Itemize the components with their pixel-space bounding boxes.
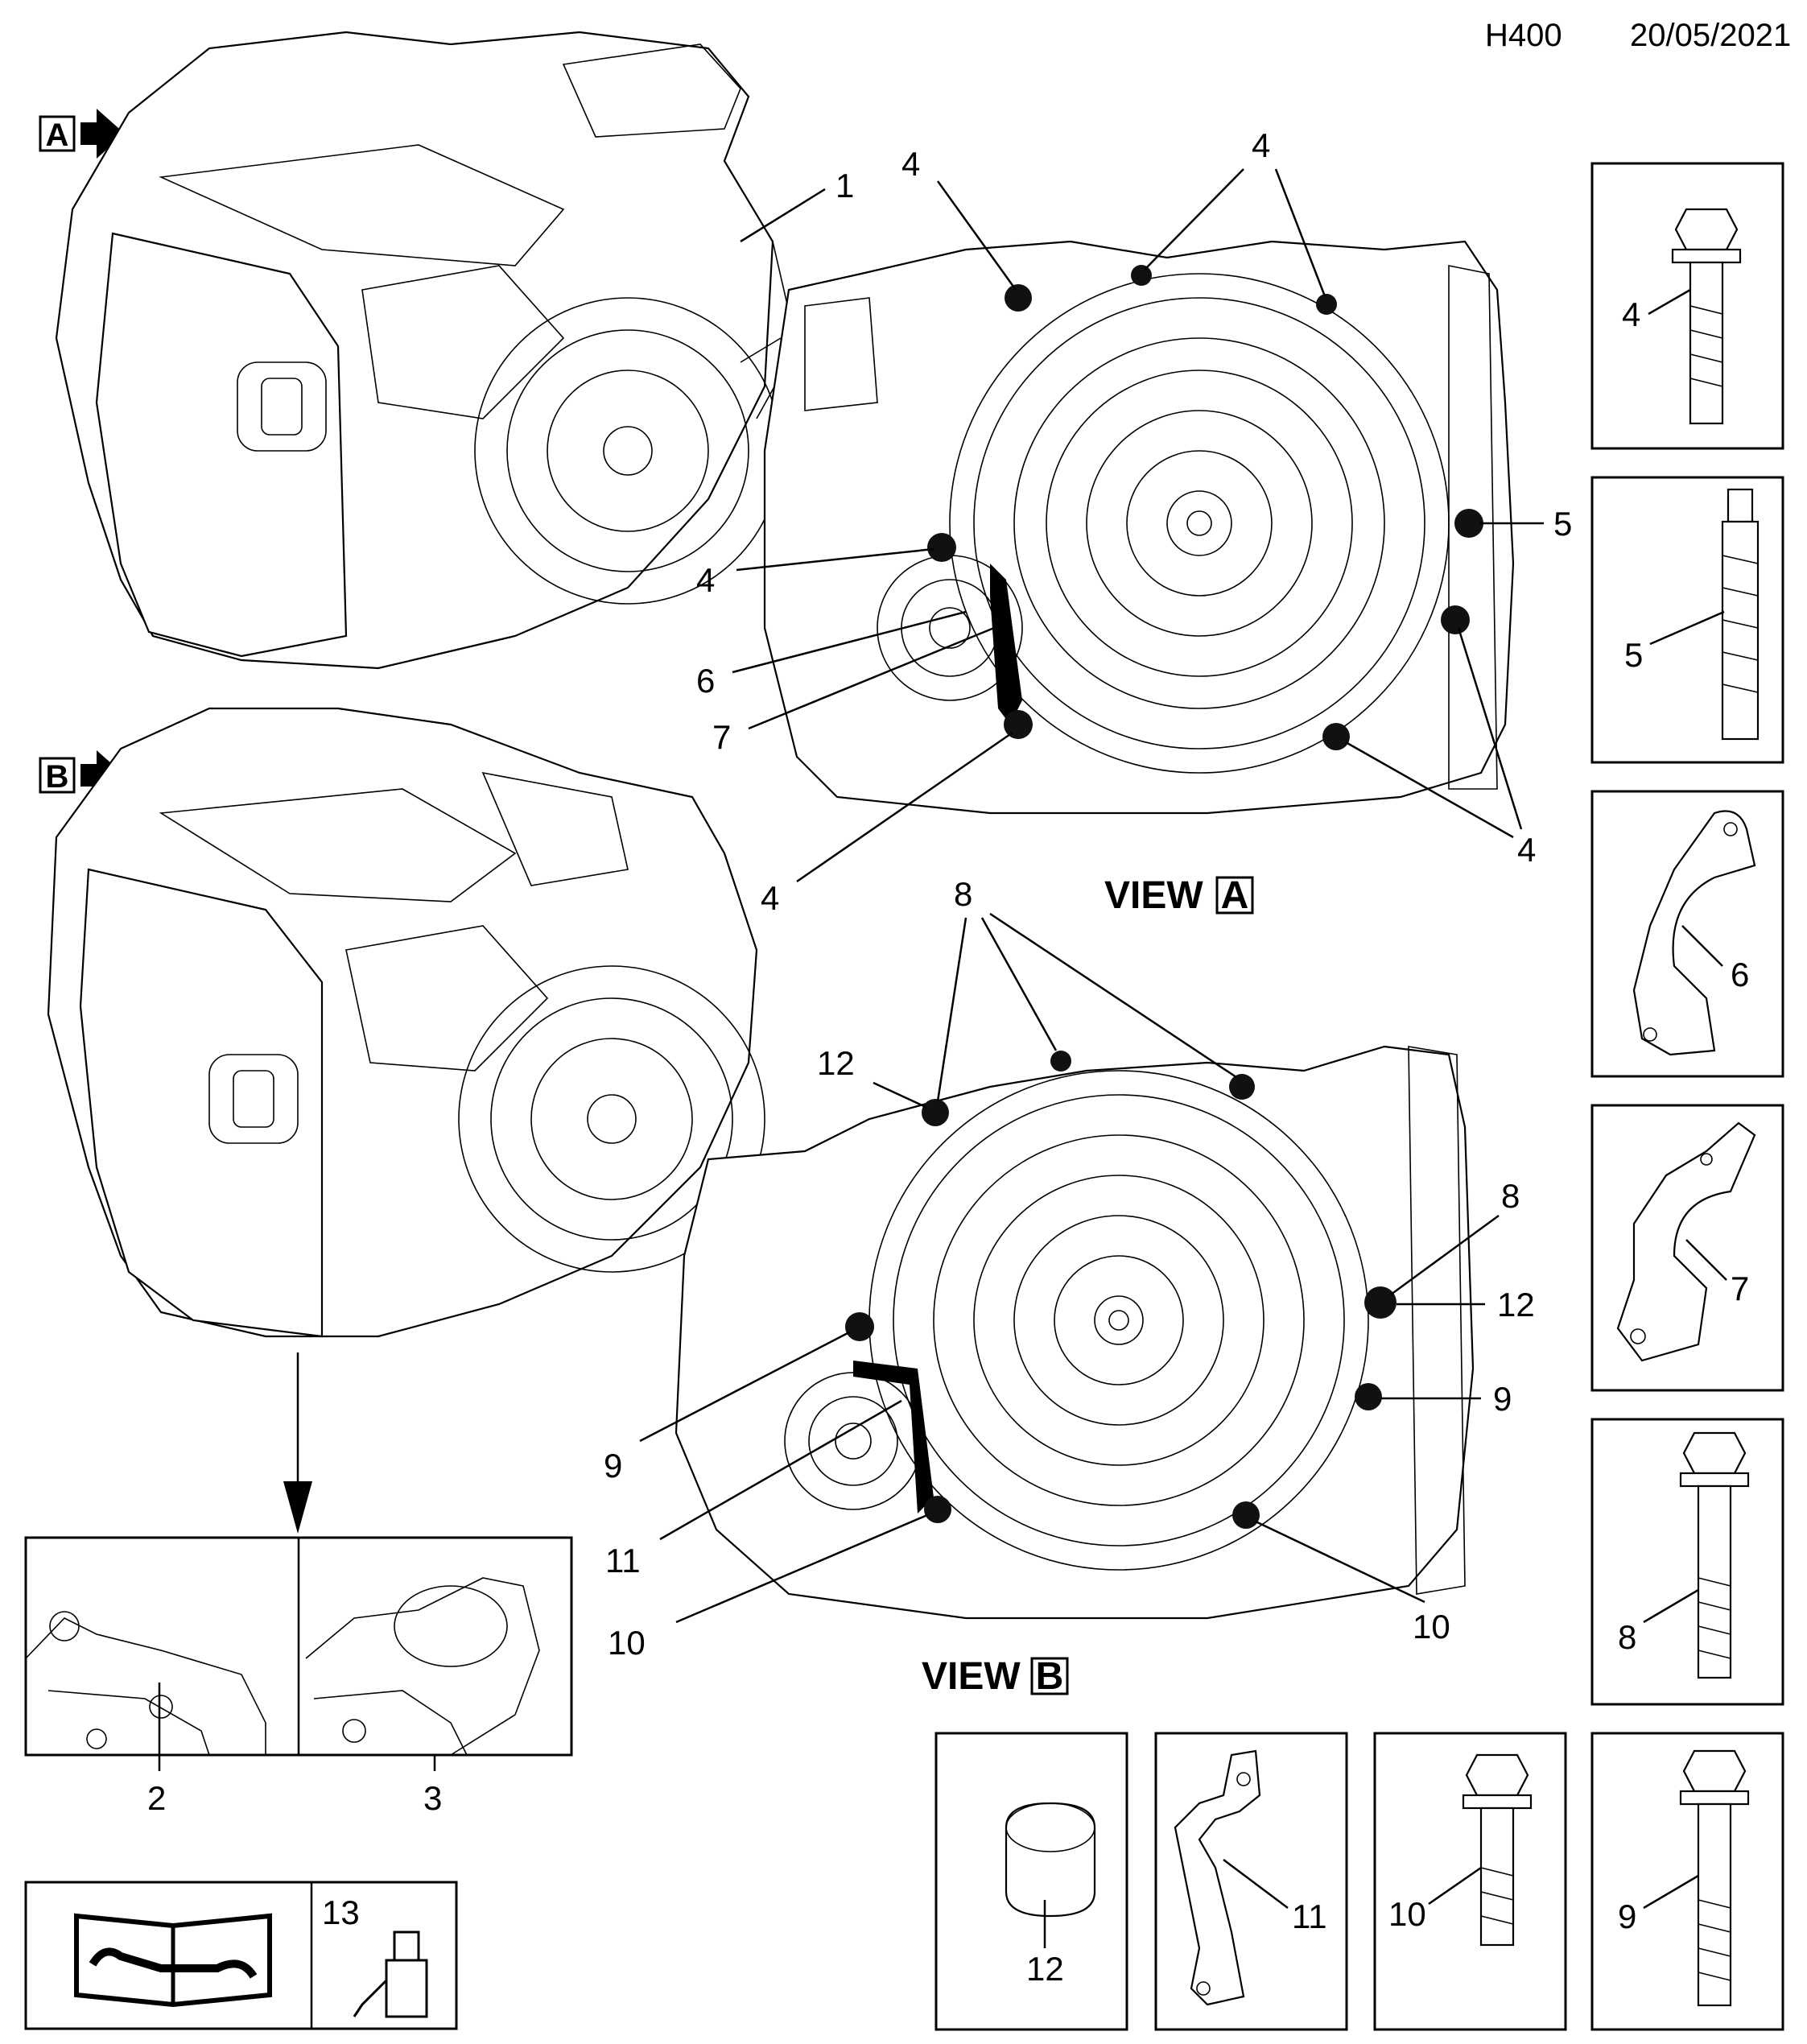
- callout-4-right: 4: [1517, 831, 1536, 869]
- callout-2: 2: [147, 1779, 166, 1817]
- legend-9-number: 9: [1618, 1897, 1636, 1935]
- legend-4-number: 4: [1622, 295, 1640, 333]
- callout-12-top: 12: [817, 1044, 855, 1082]
- legend-sleeve-12: 12: [934, 1732, 1128, 2031]
- callout-8-right: 8: [1501, 1177, 1520, 1215]
- svg-text:VIEW: VIEW: [922, 1655, 1021, 1698]
- callout-9-left: 9: [604, 1447, 622, 1484]
- view-a-marker: A: [39, 109, 125, 159]
- view-a-housing: [763, 240, 1515, 815]
- callout-4-low: 4: [761, 879, 779, 917]
- legend-bolt-9: 9: [1590, 1732, 1784, 2031]
- diagram-date: 20/05/2021: [1630, 18, 1791, 53]
- callout-12-right: 12: [1497, 1286, 1535, 1323]
- callout-10-right: 10: [1413, 1608, 1450, 1646]
- legend-6-number: 6: [1731, 956, 1749, 993]
- callout-11: 11: [605, 1542, 641, 1579]
- callout-4-top-left: 4: [901, 145, 920, 183]
- transmission-assembly-b: [47, 707, 765, 1338]
- repair-manual-icon: [74, 1913, 272, 2008]
- callout-10-left: 10: [608, 1624, 646, 1662]
- view-a-label: VIEW A: [1104, 874, 1254, 917]
- callout-4-top-right: 4: [1252, 126, 1270, 164]
- view-b-label: VIEW B: [922, 1655, 1069, 1698]
- legend-bolt-4: 4: [1590, 162, 1784, 450]
- legend-stud-5: 5: [1590, 476, 1784, 764]
- legend-bracket-11: 11: [1154, 1732, 1348, 2031]
- legend-10-number: 10: [1388, 1895, 1426, 1933]
- diagram-code: H400: [1485, 18, 1562, 53]
- service-info-box: 13: [24, 1881, 458, 2030]
- legend-bolt-10: 10: [1373, 1732, 1567, 2031]
- legend-12-number: 12: [1026, 1950, 1064, 1988]
- svg-text:B: B: [1036, 1655, 1064, 1698]
- view-b-housing: [675, 1045, 1475, 1620]
- marker-a-letter: A: [46, 118, 69, 153]
- view-b-marker: B: [39, 750, 125, 800]
- sealant-tube-icon: [353, 1930, 428, 2018]
- callout-6: 6: [696, 662, 715, 700]
- legend-13-number: 13: [322, 1893, 360, 1931]
- detail-box-parts-2-3: [24, 1536, 573, 1757]
- callout-1: 1: [835, 167, 854, 204]
- callout-3: 3: [423, 1779, 442, 1817]
- right-arrow-icon: [80, 109, 125, 159]
- svg-text:A: A: [1221, 874, 1249, 917]
- legend-5-number: 5: [1624, 636, 1643, 674]
- legend-8-number: 8: [1618, 1618, 1636, 1656]
- transmission-assembly-a: [55, 31, 798, 670]
- callout-7: 7: [712, 718, 731, 756]
- callout-5: 5: [1553, 505, 1572, 543]
- legend-bracket-6: 6: [1590, 790, 1784, 1078]
- down-arrow-icon: [283, 1481, 312, 1534]
- callout-9-right: 9: [1493, 1380, 1512, 1418]
- legend-bolt-8: 8: [1590, 1418, 1784, 1706]
- legend-11-number: 11: [1292, 1897, 1327, 1935]
- callout-8-top: 8: [954, 875, 972, 913]
- svg-text:VIEW: VIEW: [1104, 874, 1203, 917]
- legend-bracket-7: 7: [1590, 1104, 1784, 1392]
- marker-b-letter: B: [46, 759, 69, 795]
- callout-4-mid: 4: [696, 561, 715, 599]
- legend-7-number: 7: [1731, 1270, 1749, 1307]
